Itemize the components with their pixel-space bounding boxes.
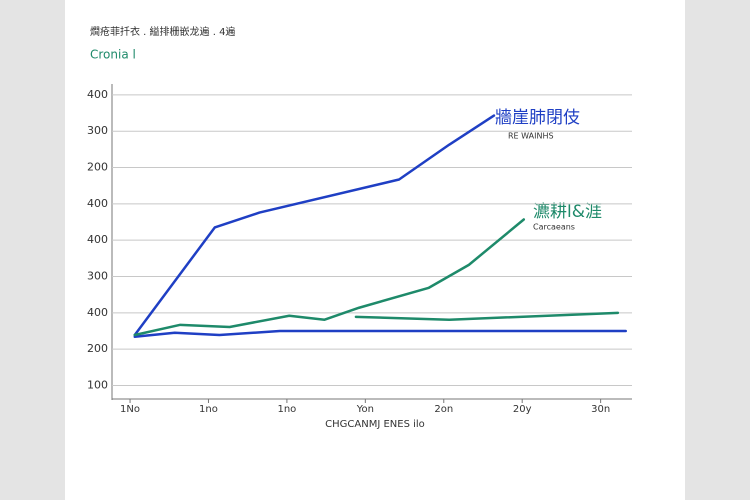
line-series [354,311,620,321]
chart-subtitle: Cronia l [90,48,136,62]
line-series [133,218,526,337]
series-note: Carcaeans [533,223,575,232]
x-tick-label: 1no [199,404,218,415]
x-tick-label: 2on [434,404,453,415]
line-series [133,329,627,339]
y-tick-label: 200 [87,342,108,355]
line-series [133,114,496,337]
x-tick-label: 20y [513,404,532,415]
x-tick-label: 1No [120,404,140,415]
chart-title: 燗疮菲扦衣 . 縊排栅嵌龙遍 . 4遍 [90,25,235,38]
x-axis-label: CHGCANMJ ENES ilo [325,419,425,430]
y-tick-label: 100 [87,378,108,391]
y-tick-label: 400 [87,233,108,246]
series-note: RE WAINHS [508,132,554,141]
series-label: 牆崖肺閉伎 [495,108,580,128]
y-tick-label: 300 [87,270,108,283]
panel [65,0,685,500]
x-tick-label: Yon [356,404,374,415]
y-tick-label: 300 [87,124,108,137]
y-tick-label: 400 [87,88,108,101]
series-label: 瀌耕l&涯 [533,202,602,222]
y-tick-label: 200 [87,161,108,174]
y-tick-label: 400 [87,306,108,319]
x-tick-label: 1no [277,404,296,415]
y-tick-label: 400 [87,197,108,210]
x-tick-label: 30n [591,404,610,415]
